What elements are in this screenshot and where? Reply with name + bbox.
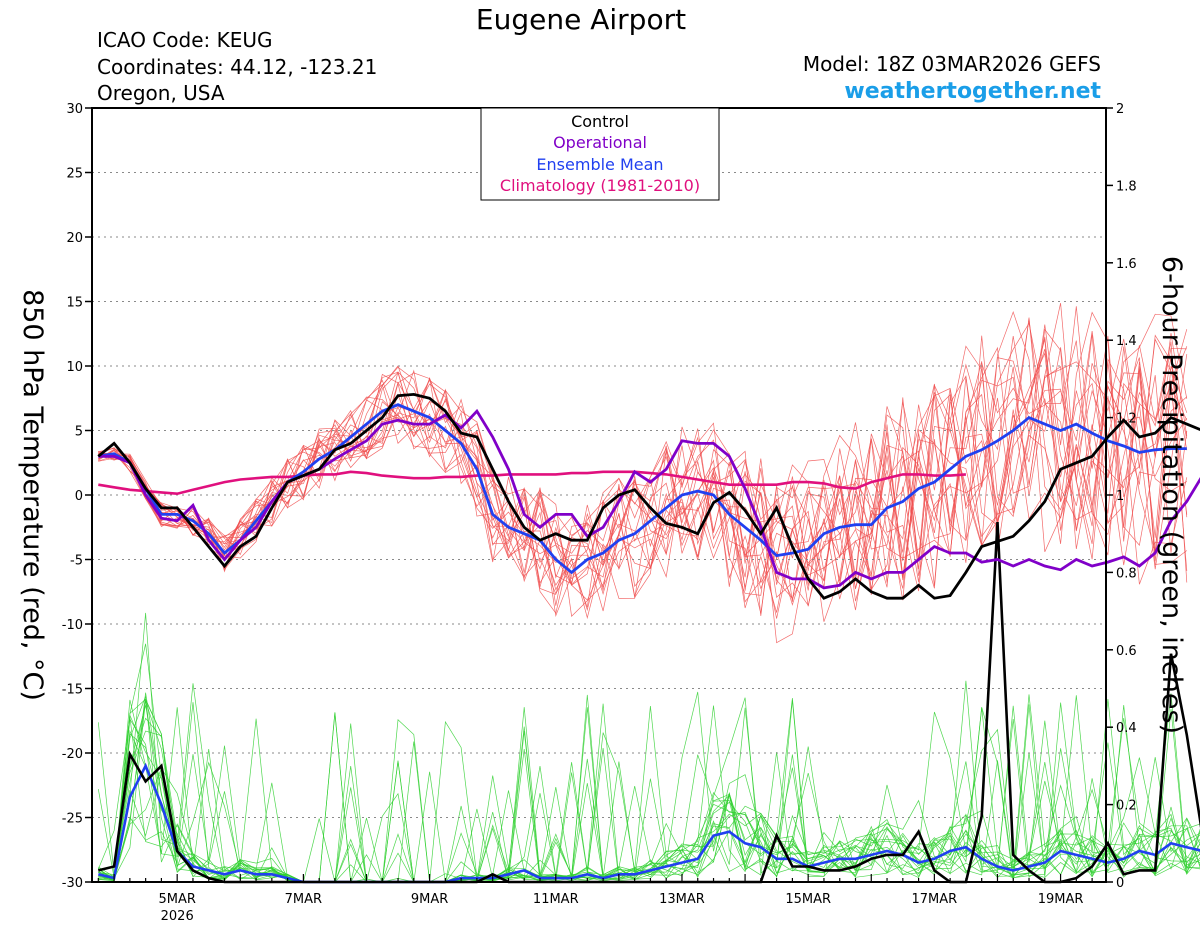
y-right-axis-label: 6-hour Precipitation (green, inches) bbox=[1156, 256, 1187, 734]
y-left-axis-label: 850 hPa Temperature (red, °C) bbox=[17, 289, 48, 701]
legend-control: Control bbox=[571, 112, 629, 131]
y-right-tick-label: 1.6 bbox=[1116, 257, 1137, 272]
precipitation-member-lines bbox=[97, 612, 1200, 884]
temperature-member-line bbox=[98, 339, 1188, 601]
y-left-tick-label: -30 bbox=[62, 876, 83, 891]
y-left-tick-label: -15 bbox=[62, 683, 83, 698]
temperature-member-line bbox=[98, 328, 1188, 592]
y-right-tick-label: 0.6 bbox=[1116, 644, 1137, 659]
x-tick-label: 5MAR bbox=[158, 892, 195, 907]
y-right-tick-label: 0.2 bbox=[1116, 799, 1137, 814]
y-left-tick-label: 5 bbox=[75, 425, 83, 440]
x-tick-label: 13MAR bbox=[659, 892, 705, 907]
legend: Control Operational Ensemble Mean Climat… bbox=[480, 107, 720, 201]
x-tick-label: 11MAR bbox=[533, 892, 579, 907]
precipitation-member-line bbox=[98, 705, 1200, 883]
temperature-member-line bbox=[98, 322, 1188, 600]
y-left-tick-label: -20 bbox=[62, 747, 83, 762]
x-tick-label: 7MAR bbox=[285, 892, 322, 907]
x-tick-sublabel: 2026 bbox=[161, 909, 194, 924]
plot-frame bbox=[91, 107, 1107, 883]
y-left-tick-label: -25 bbox=[62, 812, 83, 827]
y-right-tick-label: 2 bbox=[1116, 102, 1124, 117]
y-left-tick-label: 15 bbox=[66, 296, 83, 311]
y-left-tick-label: 25 bbox=[66, 167, 83, 182]
y-right-tick-label: 1.2 bbox=[1116, 412, 1137, 427]
legend-ensemble-mean: Ensemble Mean bbox=[536, 155, 663, 174]
model-run: Model: 18Z 03MAR2026 GEFS bbox=[803, 52, 1101, 76]
region: Oregon, USA bbox=[97, 81, 225, 105]
gridlines bbox=[92, 107, 1106, 883]
legend-climatology: Climatology (1981-2010) bbox=[500, 176, 700, 195]
y-left-tick-label: 10 bbox=[66, 360, 83, 375]
x-tick-label: 17MAR bbox=[912, 892, 958, 907]
axis-ticks: -30 -25 -20 -15 -10 -5 0 5 10 15 20 25 30 0 0.2 0.4 0.6 0… bbox=[62, 102, 1137, 924]
x-tick-label: 19MAR bbox=[1038, 892, 1084, 907]
y-right-tick-label: 0 bbox=[1116, 876, 1124, 891]
precipitation-member-line bbox=[98, 643, 1200, 883]
icao-code: ICAO Code: KEUG bbox=[97, 28, 272, 52]
precipitation-member-line bbox=[98, 695, 1200, 883]
site-link[interactable]: weathertogether.net bbox=[844, 79, 1101, 104]
y-right-tick-label: 0.4 bbox=[1116, 721, 1137, 736]
y-left-tick-label: -10 bbox=[62, 618, 83, 633]
climatology-line bbox=[98, 470, 966, 496]
coordinates: Coordinates: 44.12, -123.21 bbox=[97, 55, 377, 79]
legend-operational: Operational bbox=[553, 133, 647, 152]
y-right-tick-label: 1.4 bbox=[1116, 334, 1137, 349]
temp-control-line bbox=[97, 392, 1200, 600]
y-right-tick-label: 0.8 bbox=[1116, 566, 1137, 581]
precip-ensemble-mean-line bbox=[97, 762, 1200, 884]
temperature-member-line bbox=[98, 361, 1188, 644]
x-tick-label: 15MAR bbox=[785, 892, 831, 907]
y-right-tick-label: 1 bbox=[1116, 489, 1124, 504]
y-left-tick-label: 0 bbox=[75, 489, 83, 504]
y-left-tick-label: 20 bbox=[66, 231, 83, 246]
x-tick-label: 9MAR bbox=[411, 892, 448, 907]
chart-title: Eugene Airport bbox=[476, 3, 686, 36]
temperature-member-line bbox=[98, 306, 1188, 618]
y-left-tick-label: 30 bbox=[66, 102, 83, 117]
precipitation-member-line bbox=[98, 697, 1200, 883]
precipitation-member-line bbox=[98, 683, 1200, 883]
y-right-tick-label: 1.8 bbox=[1116, 179, 1137, 194]
temperature-member-line bbox=[98, 335, 1188, 613]
legend-box bbox=[480, 107, 720, 201]
y-left-tick-label: -5 bbox=[70, 554, 83, 569]
